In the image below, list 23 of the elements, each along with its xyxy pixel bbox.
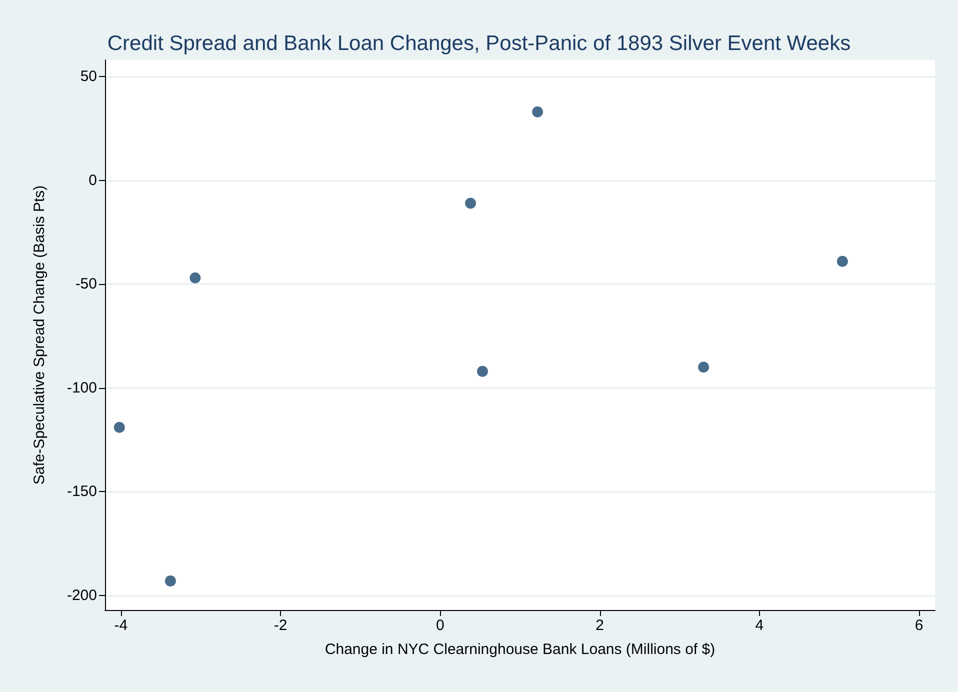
point: [164, 575, 176, 586]
x-tick-label: 2: [596, 617, 604, 634]
point: [836, 256, 848, 267]
y-tick-label: 0: [88, 172, 97, 189]
y-tick-label: -50: [75, 276, 97, 293]
y-tick-label: 50: [80, 68, 97, 86]
point: [532, 106, 544, 118]
point: [477, 366, 488, 377]
point: [698, 362, 710, 373]
x-tick-label: 0: [436, 617, 444, 634]
x-tick-label: 6: [914, 617, 924, 634]
x-tick-label: -2: [274, 617, 288, 634]
y-axis-title: Safe-Speculative Spread Change (Basis Pts): [31, 185, 48, 485]
chart-title: Credit Spread and Bank Loan Changes, Post-Panic of 1893 Silver Event Weeks: [107, 32, 851, 55]
point: [190, 272, 201, 284]
point: [465, 198, 476, 209]
x-axis-title: Change in NYC Clearninghouse Bank Loans (Millions of $): [324, 641, 716, 658]
y-tick-label: -200: [66, 586, 97, 604]
y-tick-label: -150: [66, 483, 97, 500]
x-tick-label: 4: [755, 617, 764, 634]
point: [114, 422, 125, 433]
y-tick-label: -100: [66, 379, 97, 396]
x-tick-label: -4: [114, 617, 128, 634]
